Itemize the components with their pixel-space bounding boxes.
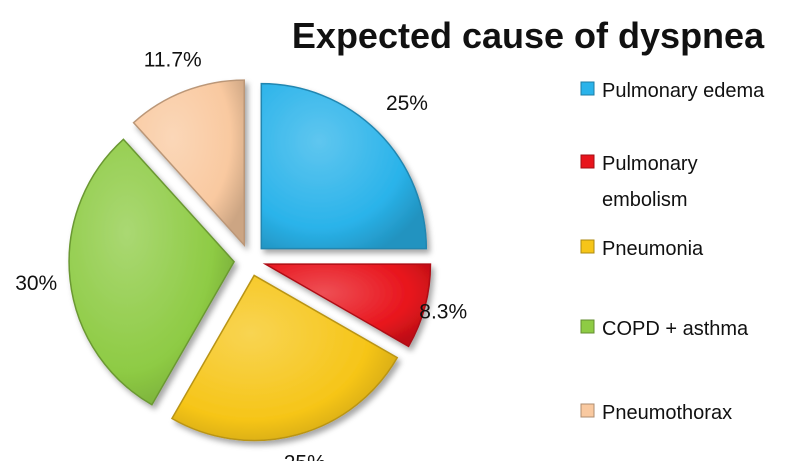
legend-label: Pulmonary xyxy=(602,153,698,175)
legend-swatch xyxy=(580,239,595,254)
pie-slice-pulmonary-edema xyxy=(260,82,428,250)
legend-label: Pneumonia xyxy=(602,238,704,260)
legend-swatch xyxy=(580,154,595,169)
legend-label: embolism xyxy=(602,189,688,211)
data-label: 8.3% xyxy=(419,301,467,324)
pie-slice-pneumothorax xyxy=(132,79,245,248)
legend-swatch xyxy=(580,403,595,418)
data-label: 25% xyxy=(386,92,428,115)
legend-label: COPD + asthma xyxy=(602,318,749,340)
legend-label: Pneumothorax xyxy=(602,402,732,424)
legend-swatch xyxy=(580,319,595,334)
data-label: 30% xyxy=(15,272,57,295)
legend-swatch xyxy=(580,81,595,96)
data-label: 25% xyxy=(284,452,326,461)
data-label: 11.7% xyxy=(144,48,202,71)
chart-title: Expected cause of dyspnea xyxy=(292,15,765,56)
pie-slice-pneumonia xyxy=(170,274,399,442)
pie-slice-pulmonary-embolism xyxy=(262,263,432,348)
legend-label: Pulmonary edema xyxy=(602,80,765,102)
pie-slice-copd-asthma xyxy=(68,138,236,406)
